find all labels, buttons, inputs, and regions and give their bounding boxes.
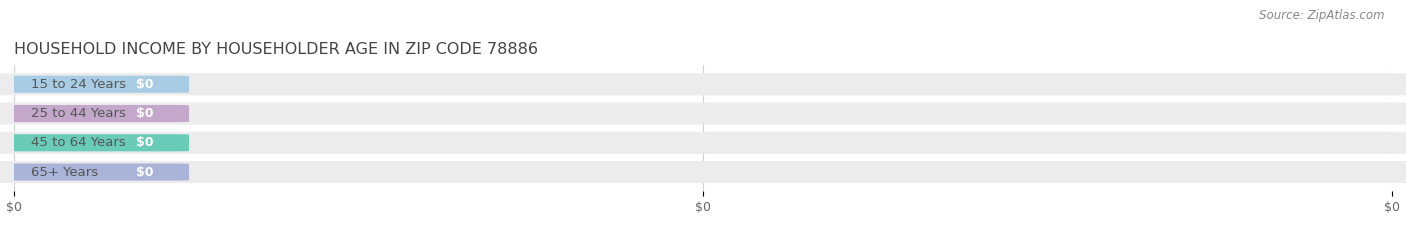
FancyBboxPatch shape <box>0 164 188 181</box>
Text: 25 to 44 Years: 25 to 44 Years <box>31 107 125 120</box>
FancyBboxPatch shape <box>0 103 1406 125</box>
Text: HOUSEHOLD INCOME BY HOUSEHOLDER AGE IN ZIP CODE 78886: HOUSEHOLD INCOME BY HOUSEHOLDER AGE IN Z… <box>14 42 538 57</box>
FancyBboxPatch shape <box>0 105 188 122</box>
Text: 65+ Years: 65+ Years <box>31 165 98 178</box>
Text: $0: $0 <box>136 136 153 149</box>
FancyBboxPatch shape <box>0 134 188 151</box>
Text: 15 to 24 Years: 15 to 24 Years <box>31 78 125 91</box>
FancyBboxPatch shape <box>0 132 1406 154</box>
Text: $0: $0 <box>136 78 153 91</box>
Text: $0: $0 <box>136 107 153 120</box>
Text: $0: $0 <box>136 165 153 178</box>
Text: 45 to 64 Years: 45 to 64 Years <box>31 136 125 149</box>
Text: Source: ZipAtlas.com: Source: ZipAtlas.com <box>1260 9 1385 22</box>
FancyBboxPatch shape <box>0 161 1406 183</box>
FancyBboxPatch shape <box>0 73 1406 95</box>
FancyBboxPatch shape <box>0 76 188 93</box>
